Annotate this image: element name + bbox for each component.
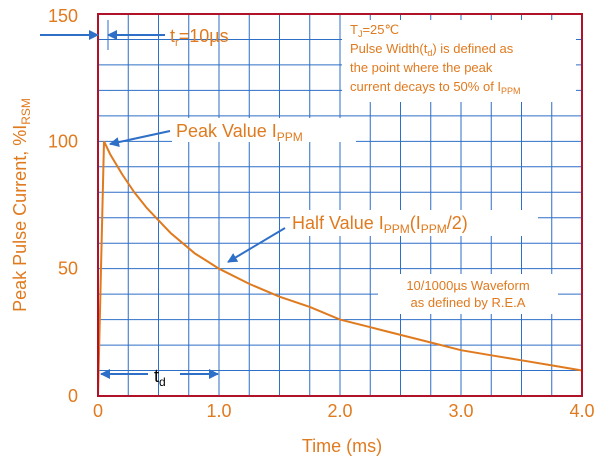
series-line [97, 140, 583, 397]
conditions-note: TJ=25℃ Pulse Width(td) is defined as the… [342, 20, 576, 102]
y-axis-label: Peak Pulse Current, %IRSM [10, 98, 33, 312]
x-tick-label: 1.0 [206, 401, 231, 421]
svg-text:the point where the peak: the point where the peak [350, 60, 493, 75]
waveform-note-line2: as defined by R.E.A [411, 295, 526, 310]
x-axis-ticks: 0 1.0 2.0 3.0 4.0 [93, 401, 595, 421]
half-label: Half Value IPPM(IPPM/2) [292, 213, 468, 236]
y-tick-label: 0 [68, 386, 78, 406]
x-tick-label: 0 [93, 401, 103, 421]
peak-label: Peak Value IPPM [176, 121, 303, 144]
x-tick-label: 2.0 [327, 401, 352, 421]
tr-label: tr=10µs [170, 26, 229, 49]
y-axis-ticks: 0 50 100 150 [48, 6, 78, 406]
half-arrow [227, 227, 286, 263]
peak-arrow [109, 130, 171, 147]
y-tick-label: 100 [48, 131, 78, 151]
y-tick-label: 50 [58, 259, 78, 279]
plot-frame [97, 13, 583, 397]
svg-text:Pulse Width(td) is defined as: Pulse Width(td) is defined as [350, 41, 514, 58]
waveform-note-line1: 10/1000µs Waveform [406, 278, 529, 293]
x-tick-label: 4.0 [569, 401, 594, 421]
y-tick-label: 150 [48, 6, 78, 26]
svg-text:TJ=25℃: TJ=25℃ [350, 22, 399, 39]
x-tick-label: 3.0 [448, 401, 473, 421]
x-axis-label: Time (ms) [302, 436, 382, 456]
td-label: td [154, 366, 166, 389]
svg-text:current decays to 50% of IPPM: current decays to 50% of IPPM [350, 79, 521, 96]
